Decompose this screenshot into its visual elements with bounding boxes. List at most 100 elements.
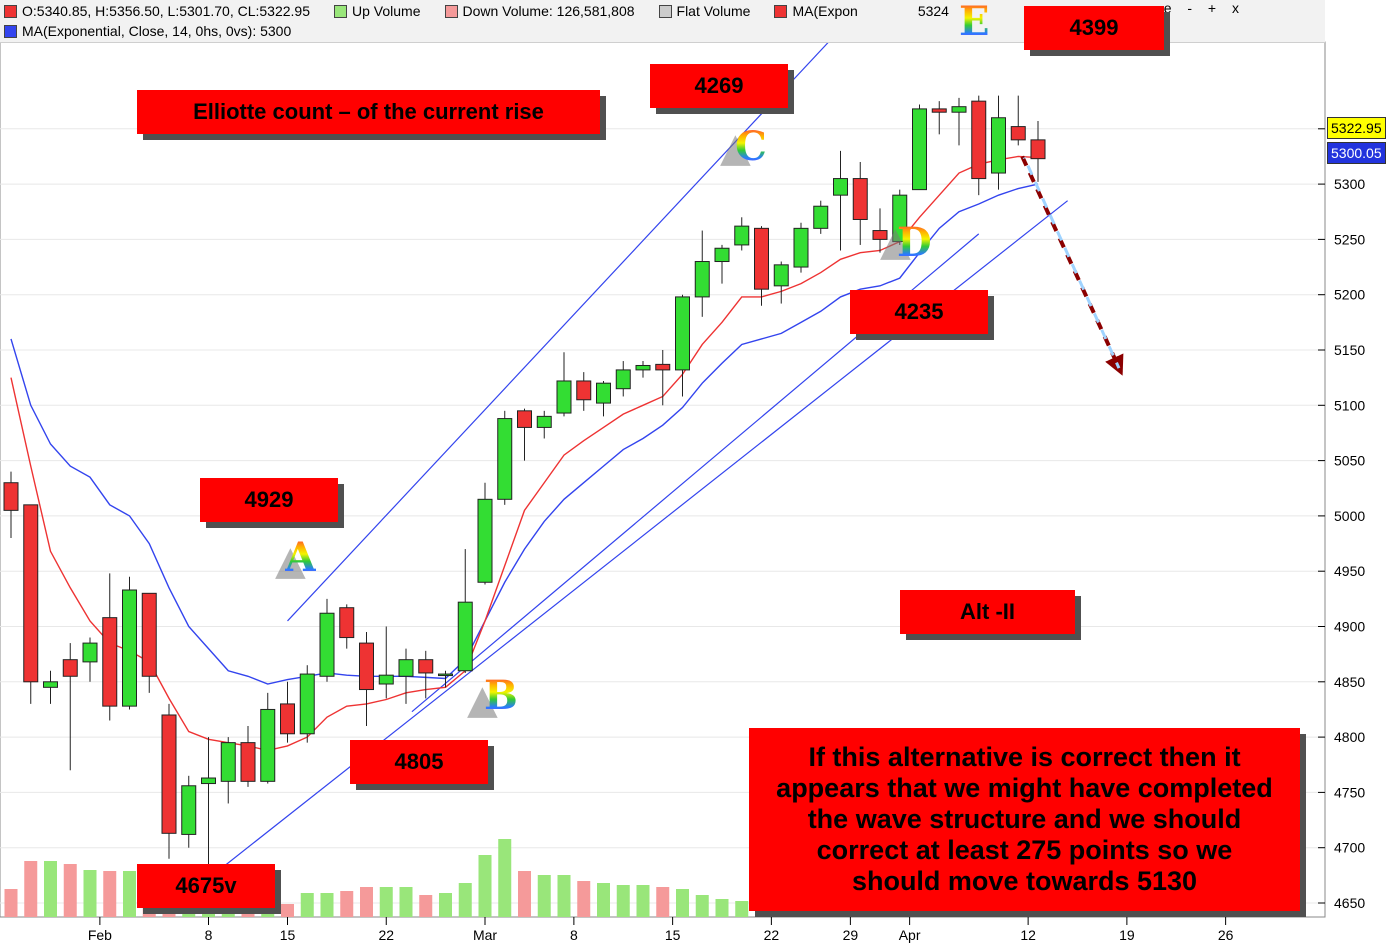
candle-body [971, 100, 987, 180]
volume-bar [518, 871, 531, 917]
ma-short-swatch [774, 4, 788, 18]
candle-body [457, 601, 473, 672]
wave-label-e: E [959, 0, 990, 45]
x-tick-label: Mar [473, 927, 497, 943]
candle-body [220, 742, 236, 782]
volume-bar [63, 864, 77, 917]
chart-window-controls[interactable]: e - + x [1163, 0, 1245, 16]
channel-line [287, 28, 841, 622]
candle-body [240, 742, 256, 782]
x-tick-label: 26 [1218, 927, 1234, 943]
legend-ma-short-value: 5324 [917, 3, 949, 19]
x-tick-label: 22 [764, 927, 780, 943]
candle-body [951, 106, 967, 113]
legend-ohlc: O:5340.85, H:5356.50, L:5301.70, CL:5322… [4, 3, 310, 19]
volume-bar [320, 893, 334, 917]
ema-slow-line [10, 183, 1039, 685]
candle-body [181, 785, 197, 835]
candle-body [734, 225, 750, 246]
candle-body [872, 230, 888, 240]
ohlc-swatch [4, 4, 17, 18]
volume-bar [715, 899, 729, 917]
alt-box: Alt -II [900, 590, 1075, 634]
level-box-4675: 4675v [137, 864, 275, 908]
y-tick-label: 4950 [1334, 563, 1365, 579]
y-tick-label: 4850 [1334, 674, 1365, 690]
x-tick-label: 8 [205, 927, 213, 943]
x-tick-label: 29 [843, 927, 859, 943]
volume-bar [360, 887, 373, 917]
volume-bar [103, 871, 117, 917]
level-box-4235: 4235 [850, 290, 988, 334]
y-tick-label: 4650 [1334, 895, 1365, 911]
candle-body [675, 296, 690, 371]
candle-body [201, 777, 216, 785]
volume-bar [419, 895, 433, 917]
y-tick-label: 5200 [1334, 287, 1365, 303]
level-box-4805: 4805 [350, 740, 488, 784]
volume-bar [300, 893, 314, 917]
candle-body [161, 714, 177, 834]
x-tick-label: 12 [1020, 927, 1036, 943]
x-tick-label: 15 [280, 927, 296, 943]
volume-bar [182, 914, 196, 917]
volume-bar [577, 881, 591, 917]
candle-body [912, 108, 927, 191]
x-tick-label: 19 [1119, 927, 1135, 943]
volume-bar [616, 885, 630, 917]
level-box-4399: 4399 [1024, 6, 1164, 50]
y-tick-label: 4900 [1334, 619, 1365, 635]
candle-body [82, 642, 98, 663]
wave-d-shadow: ▲ [880, 218, 911, 265]
wave-b-shadow: ▲ [467, 676, 498, 723]
candle-body [1010, 126, 1026, 141]
last-price-badge: 5322.95 [1327, 117, 1386, 139]
wave-c-shadow: ▲ [720, 128, 751, 168]
y-tick-label: 5300 [1334, 176, 1365, 192]
volume-bar [24, 861, 38, 917]
candle-body [615, 369, 631, 390]
volume-bar [399, 887, 413, 917]
y-tick-label: 4750 [1334, 784, 1365, 800]
legend-up-volume: Up Volume [334, 3, 421, 19]
candle-body [754, 227, 769, 290]
legend-ma-short-text: MA(Expon [792, 3, 858, 19]
forecast-arrow [1020, 155, 1124, 376]
candle-body [122, 589, 137, 707]
candle-body [497, 418, 513, 500]
legend-ma-long-text: MA(Exponential, Close, 14, 0hs, 0vs): 53… [22, 23, 292, 39]
volume-bar [83, 870, 97, 917]
volume-bar [557, 875, 571, 917]
volume-bar [123, 871, 136, 917]
volume-bar [656, 887, 670, 917]
volume-bar [636, 885, 650, 917]
legend-ohlc-text: O:5340.85, H:5356.50, L:5301.70, CL:5322… [22, 3, 311, 19]
candle-body [43, 681, 58, 688]
candle-body [655, 363, 671, 371]
volume-bar [281, 904, 294, 917]
volume-bar [735, 901, 749, 917]
candle-body [793, 227, 809, 268]
candle-body [23, 504, 39, 683]
volume-bar [4, 889, 18, 917]
candle-body [359, 642, 374, 691]
candle-body [3, 482, 19, 511]
candle-body [62, 659, 78, 677]
x-tick-label: Apr [899, 927, 921, 943]
up-volume-swatch [334, 4, 348, 18]
title-box: Elliotte count – of the current rise [137, 90, 600, 134]
candle-body [299, 673, 315, 735]
candle-body [813, 205, 829, 229]
candle-body [635, 364, 651, 371]
y-tick-label: 5150 [1334, 342, 1365, 358]
level-box-4269: 4269 [650, 64, 788, 108]
volume-bar [498, 839, 512, 917]
wave-a-shadow: ▲ [275, 541, 306, 581]
candle-body [833, 178, 848, 196]
candle-body [694, 261, 710, 298]
wave-label-b: B [484, 672, 518, 719]
candle-body [418, 659, 434, 674]
volume-bar [537, 875, 551, 917]
y-tick-label: 4700 [1334, 840, 1365, 856]
volume-bar [1031, 907, 1045, 917]
